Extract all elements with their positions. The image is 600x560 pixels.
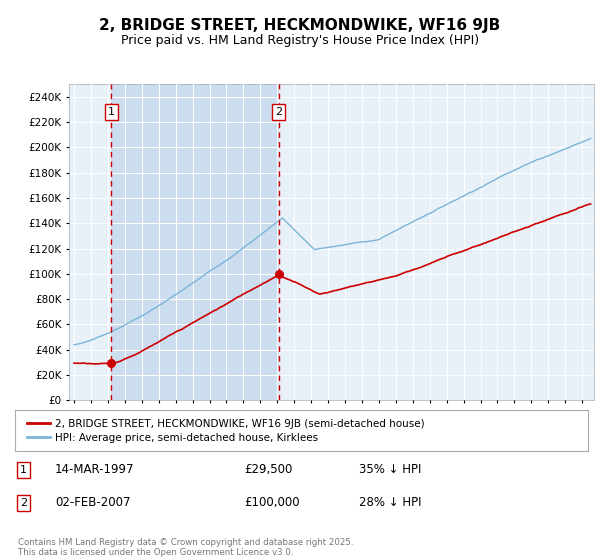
Text: 2, BRIDGE STREET, HECKMONDWIKE, WF16 9JB: 2, BRIDGE STREET, HECKMONDWIKE, WF16 9JB <box>100 18 500 32</box>
Text: £29,500: £29,500 <box>244 464 293 477</box>
Text: 2: 2 <box>20 498 27 508</box>
Legend: 2, BRIDGE STREET, HECKMONDWIKE, WF16 9JB (semi-detached house), HPI: Average pri: 2, BRIDGE STREET, HECKMONDWIKE, WF16 9JB… <box>23 414 429 447</box>
Text: Contains HM Land Registry data © Crown copyright and database right 2025.
This d: Contains HM Land Registry data © Crown c… <box>18 538 353 557</box>
Text: 1: 1 <box>108 107 115 117</box>
Text: 02-FEB-2007: 02-FEB-2007 <box>55 497 131 510</box>
Text: 1: 1 <box>20 465 27 475</box>
Text: 35% ↓ HPI: 35% ↓ HPI <box>359 464 421 477</box>
Text: £100,000: £100,000 <box>244 497 300 510</box>
Text: 28% ↓ HPI: 28% ↓ HPI <box>359 497 421 510</box>
Text: Price paid vs. HM Land Registry's House Price Index (HPI): Price paid vs. HM Land Registry's House … <box>121 34 479 47</box>
Text: 14-MAR-1997: 14-MAR-1997 <box>55 464 134 477</box>
Text: 2: 2 <box>275 107 282 117</box>
Bar <box>112 84 278 400</box>
